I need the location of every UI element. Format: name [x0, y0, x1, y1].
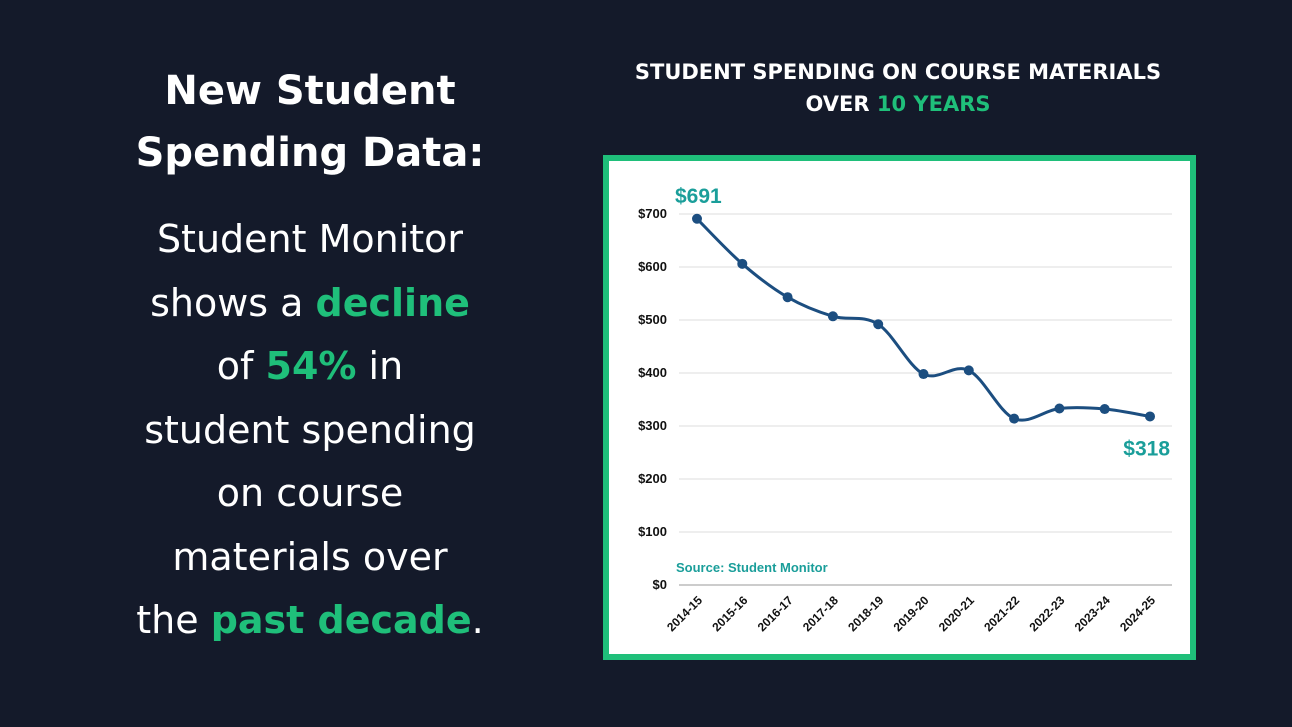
text-panel: New Student Spending Data: Student Monit… — [60, 60, 560, 653]
x-tick-label: 2014-15 — [664, 593, 705, 634]
body-text: Student Monitor shows a decline of 54% i… — [60, 208, 560, 653]
chart-title-line-2-pre: OVER — [805, 92, 877, 116]
x-tick-label: 2019-20 — [891, 593, 932, 634]
years-highlight: 10 YEARS — [876, 92, 991, 116]
data-point — [1099, 404, 1110, 415]
end-value-label: $318 — [1123, 437, 1170, 460]
data-point — [918, 369, 929, 380]
data-point — [1054, 403, 1065, 414]
data-point — [692, 213, 702, 224]
x-tick-label: 2023-24 — [1072, 593, 1113, 634]
body-line-3: of 54% in — [60, 335, 560, 399]
source-label: Source: Student Monitor — [676, 560, 828, 575]
x-tick-label: 2018-19 — [845, 593, 886, 634]
series-line — [695, 217, 1151, 422]
body-line-4: student spending — [144, 407, 476, 452]
x-tick-label: 2017-18 — [800, 593, 841, 634]
y-tick-label: $100 — [638, 524, 667, 539]
data-point — [1009, 413, 1020, 424]
percent-highlight: 54% — [265, 344, 357, 388]
body-line-7-pre: the — [136, 598, 211, 642]
data-point — [963, 365, 974, 376]
body-line-7-post: . — [471, 598, 484, 642]
x-tick-label: 2016-17 — [755, 593, 796, 634]
data-point — [873, 319, 884, 330]
start-value-label: $691 — [675, 185, 722, 208]
chart-title: STUDENT SPENDING ON COURSE MATERIALS OVE… — [598, 56, 1198, 120]
past-decade-highlight: past decade — [210, 598, 472, 642]
y-tick-label: $400 — [638, 365, 667, 380]
chart-title-line-2: OVER 10 YEARS — [598, 88, 1198, 120]
y-tick-label: $300 — [638, 418, 667, 433]
x-tick-label: 2024-25 — [1117, 593, 1158, 634]
x-tick-label: 2021-22 — [981, 593, 1022, 634]
data-point — [782, 292, 793, 303]
y-tick-label: $700 — [638, 206, 667, 221]
y-tick-label: $200 — [638, 471, 667, 486]
x-tick-label: 2020-21 — [936, 593, 977, 634]
body-line-7: the past decade. — [60, 589, 560, 653]
y-tick-label: $0 — [653, 577, 667, 592]
body-line-3-post: in — [356, 344, 404, 388]
x-tick-label: 2022-23 — [1026, 593, 1067, 634]
body-line-6: materials over — [172, 534, 448, 579]
x-tick-label: 2015-16 — [709, 593, 750, 634]
body-line-1: Student Monitor — [156, 217, 464, 261]
headline-line-2: Spending Data: — [135, 130, 485, 176]
data-point — [1145, 411, 1155, 422]
body-line-3-pre: of — [216, 344, 266, 388]
body-line-5: on course — [216, 471, 404, 515]
decline-highlight: decline — [315, 280, 470, 325]
headline: New Student Spending Data: — [60, 60, 560, 184]
body-line-2: shows a decline — [60, 272, 560, 336]
data-point — [827, 311, 838, 322]
y-tick-label: $500 — [638, 312, 667, 327]
data-point — [737, 258, 748, 269]
chart-title-line-1: STUDENT SPENDING ON COURSE MATERIALS — [634, 60, 1162, 84]
chart-frame: $0 $100 $200 $300 $400 $500 $600 $700 2014-15 201… — [603, 155, 1196, 660]
body-line-2-text: shows a — [150, 280, 316, 325]
y-tick-label: $600 — [638, 259, 667, 274]
headline-line-1: New Student — [164, 68, 456, 114]
